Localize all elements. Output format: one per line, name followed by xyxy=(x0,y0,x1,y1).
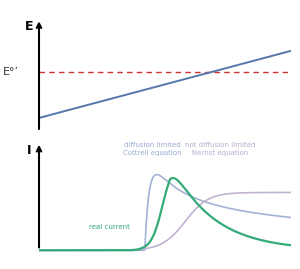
Text: diffusion limited
Cottrell equation: diffusion limited Cottrell equation xyxy=(123,142,182,156)
Text: I: I xyxy=(27,144,31,157)
Text: real current: real current xyxy=(89,224,130,230)
Text: E°’: E°’ xyxy=(3,67,19,77)
Text: E: E xyxy=(25,20,33,33)
Text: not diffusion limited
Nernst equation: not diffusion limited Nernst equation xyxy=(185,142,256,156)
